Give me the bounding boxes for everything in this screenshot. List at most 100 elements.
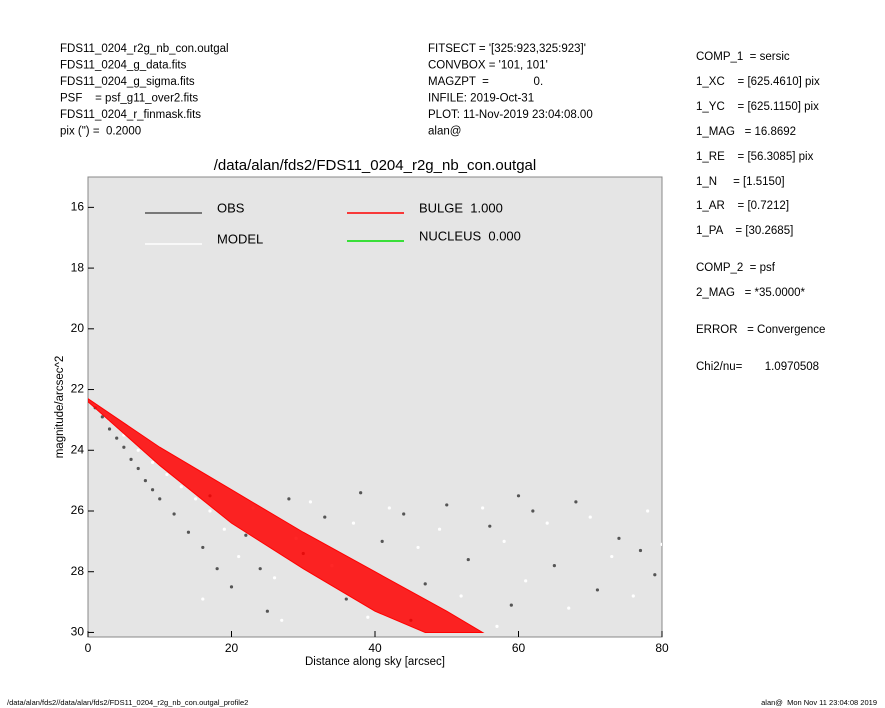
legend-label: NUCLEUS 0.000 bbox=[419, 228, 521, 243]
parameter: 1_MAG = 16.8692 bbox=[696, 126, 796, 138]
data-point bbox=[115, 436, 119, 440]
data-point bbox=[194, 497, 198, 501]
data-point bbox=[215, 567, 219, 571]
data-point bbox=[237, 554, 241, 559]
data-point bbox=[545, 521, 549, 525]
header-line: FDS11_0204_g_sigma.fits bbox=[60, 76, 195, 88]
data-point bbox=[495, 624, 499, 628]
data-point bbox=[588, 515, 592, 519]
parameter: Chi2/nu= 1.0970508 bbox=[696, 361, 819, 373]
footer-path: /data/alan/fds2//data/alan/fds2/FDS11_02… bbox=[7, 698, 248, 707]
data-point bbox=[638, 548, 643, 553]
parameter: COMP_1 = sersic bbox=[696, 51, 790, 63]
x-tick-label: 0 bbox=[85, 641, 92, 655]
data-point bbox=[186, 530, 191, 534]
data-point bbox=[509, 603, 513, 607]
data-point bbox=[272, 576, 277, 580]
data-point bbox=[387, 506, 391, 510]
data-point bbox=[423, 582, 427, 586]
data-point bbox=[258, 567, 262, 571]
header-line: INFILE: 2019-Oct-31 bbox=[428, 93, 534, 105]
y-tick-label: 22 bbox=[71, 382, 85, 396]
data-point bbox=[287, 497, 291, 501]
y-tick-label: 18 bbox=[71, 260, 85, 274]
header-line: alan@ bbox=[428, 126, 461, 138]
header-line: FITSECT = '[325:923,325:923]' bbox=[428, 43, 586, 55]
data-point bbox=[122, 445, 126, 449]
header-line: CONVBOX = '101, 101' bbox=[428, 60, 548, 72]
data-point bbox=[567, 606, 571, 610]
data-point bbox=[143, 479, 147, 483]
data-point bbox=[107, 427, 112, 431]
parameter: 2_MAG = *35.0000* bbox=[696, 287, 806, 299]
y-axis-label: magnitude/arcsec^2 bbox=[54, 356, 66, 459]
y-tick-label: 26 bbox=[71, 503, 85, 517]
parameter: 1_PA = [30.2685] bbox=[696, 225, 793, 237]
footer-date: alan@ Mon Nov 11 23:04:08 2019 bbox=[761, 698, 877, 707]
data-point bbox=[179, 485, 183, 489]
x-tick-label: 20 bbox=[225, 641, 239, 655]
data-point bbox=[280, 618, 284, 622]
data-point bbox=[323, 515, 327, 519]
legend-label: MODEL bbox=[217, 231, 263, 246]
data-point bbox=[617, 536, 621, 540]
data-point bbox=[516, 494, 521, 498]
data-point bbox=[660, 542, 662, 546]
plot-area bbox=[87, 176, 663, 638]
data-point bbox=[437, 527, 442, 531]
parameter: 1_N = [1.5150] bbox=[696, 176, 785, 188]
data-point bbox=[653, 573, 657, 577]
parameter: COMP_2 = psf bbox=[696, 262, 776, 274]
data-point bbox=[366, 615, 370, 619]
data-point bbox=[466, 557, 470, 562]
data-point bbox=[351, 521, 356, 525]
x-tick-label: 40 bbox=[368, 641, 382, 655]
x-axis-label: Distance along sky [arcsec] bbox=[305, 656, 445, 668]
data-point bbox=[646, 509, 650, 513]
y-tick-label: 16 bbox=[71, 200, 85, 214]
data-point bbox=[531, 509, 535, 513]
data-point bbox=[416, 545, 420, 550]
x-tick-label: 60 bbox=[512, 641, 526, 655]
model-band bbox=[88, 398, 485, 633]
data-point bbox=[380, 539, 384, 543]
data-point bbox=[610, 554, 614, 559]
data-point bbox=[165, 472, 169, 477]
data-point bbox=[595, 588, 600, 592]
y-tick-label: 28 bbox=[71, 564, 85, 578]
parameter: ERROR = Convergence bbox=[696, 324, 825, 336]
data-point bbox=[201, 545, 205, 550]
data-point bbox=[150, 460, 155, 465]
parameter: 1_XC = [625.4610] pix bbox=[696, 76, 820, 88]
data-point bbox=[244, 533, 248, 537]
plot-marks bbox=[88, 398, 662, 633]
chart-title: /data/alan/fds2/FDS11_0204_r2g_nb_con.ou… bbox=[214, 157, 536, 174]
data-point bbox=[265, 609, 269, 613]
legend-label: BULGE 1.000 bbox=[419, 200, 503, 215]
data-point bbox=[150, 488, 155, 492]
data-point bbox=[488, 524, 492, 528]
header-line: FDS11_0204_g_data.fits bbox=[60, 60, 187, 72]
data-point bbox=[222, 527, 226, 531]
y-tick-label: 30 bbox=[71, 625, 85, 639]
data-point bbox=[201, 597, 205, 601]
data-point bbox=[631, 594, 635, 598]
data-point bbox=[552, 564, 556, 568]
data-point bbox=[502, 539, 506, 543]
data-point bbox=[158, 497, 162, 501]
data-point bbox=[459, 594, 463, 598]
data-point bbox=[445, 503, 449, 507]
data-point bbox=[359, 491, 363, 495]
header-line: PLOT: 11-Nov-2019 23:04:08.00 bbox=[428, 109, 593, 121]
parameter: 1_YC = [625.1150] pix bbox=[696, 101, 819, 113]
data-point bbox=[129, 457, 133, 461]
data-point bbox=[574, 500, 578, 504]
y-tick-label: 20 bbox=[71, 321, 85, 335]
legend-label: OBS bbox=[217, 200, 245, 215]
x-tick-label: 80 bbox=[655, 641, 669, 655]
header-line: FDS11_0204_r2g_nb_con.outgal bbox=[60, 43, 229, 55]
data-point bbox=[481, 506, 485, 510]
data-point bbox=[402, 512, 406, 516]
data-point bbox=[172, 512, 176, 516]
